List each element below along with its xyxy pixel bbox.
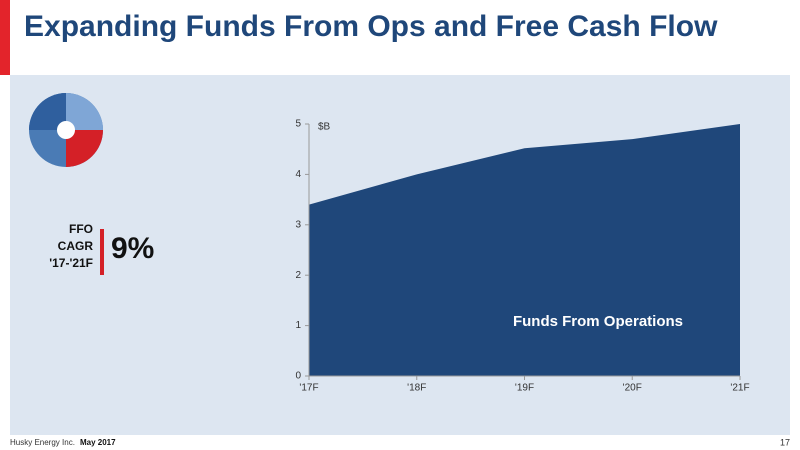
y-tick-label: 2 — [295, 270, 301, 281]
page-number: 17 — [780, 437, 790, 447]
slide-title: Expanding Funds From Ops and Free Cash F… — [24, 10, 718, 43]
footer-company: Husky Energy Inc. — [10, 438, 75, 447]
callout-label: FFO — [69, 222, 93, 236]
logo — [29, 93, 103, 167]
y-axis-label: $B — [318, 122, 331, 133]
x-tick-label: '19F — [515, 383, 534, 394]
callout-value: 9% — [111, 232, 154, 265]
y-tick-label: 1 — [295, 320, 301, 331]
x-tick-label: '20F — [623, 383, 642, 394]
callout-label: CAGR — [58, 239, 94, 253]
x-tick-label: '17F — [299, 383, 318, 394]
accent-bar — [0, 0, 10, 75]
footer-date: May 2017 — [80, 438, 116, 447]
x-tick-label: '21F — [730, 383, 749, 394]
y-tick-label: 5 — [295, 119, 301, 130]
area-label: Funds From Operations — [513, 313, 683, 330]
x-tick-label: '18F — [407, 383, 426, 394]
y-tick-label: 3 — [295, 219, 301, 230]
y-tick-label: 0 — [295, 371, 301, 382]
area — [309, 124, 740, 376]
callout-label: '17-'21F — [49, 256, 93, 270]
y-tick-label: 4 — [295, 169, 301, 180]
callout-bar — [100, 229, 104, 275]
